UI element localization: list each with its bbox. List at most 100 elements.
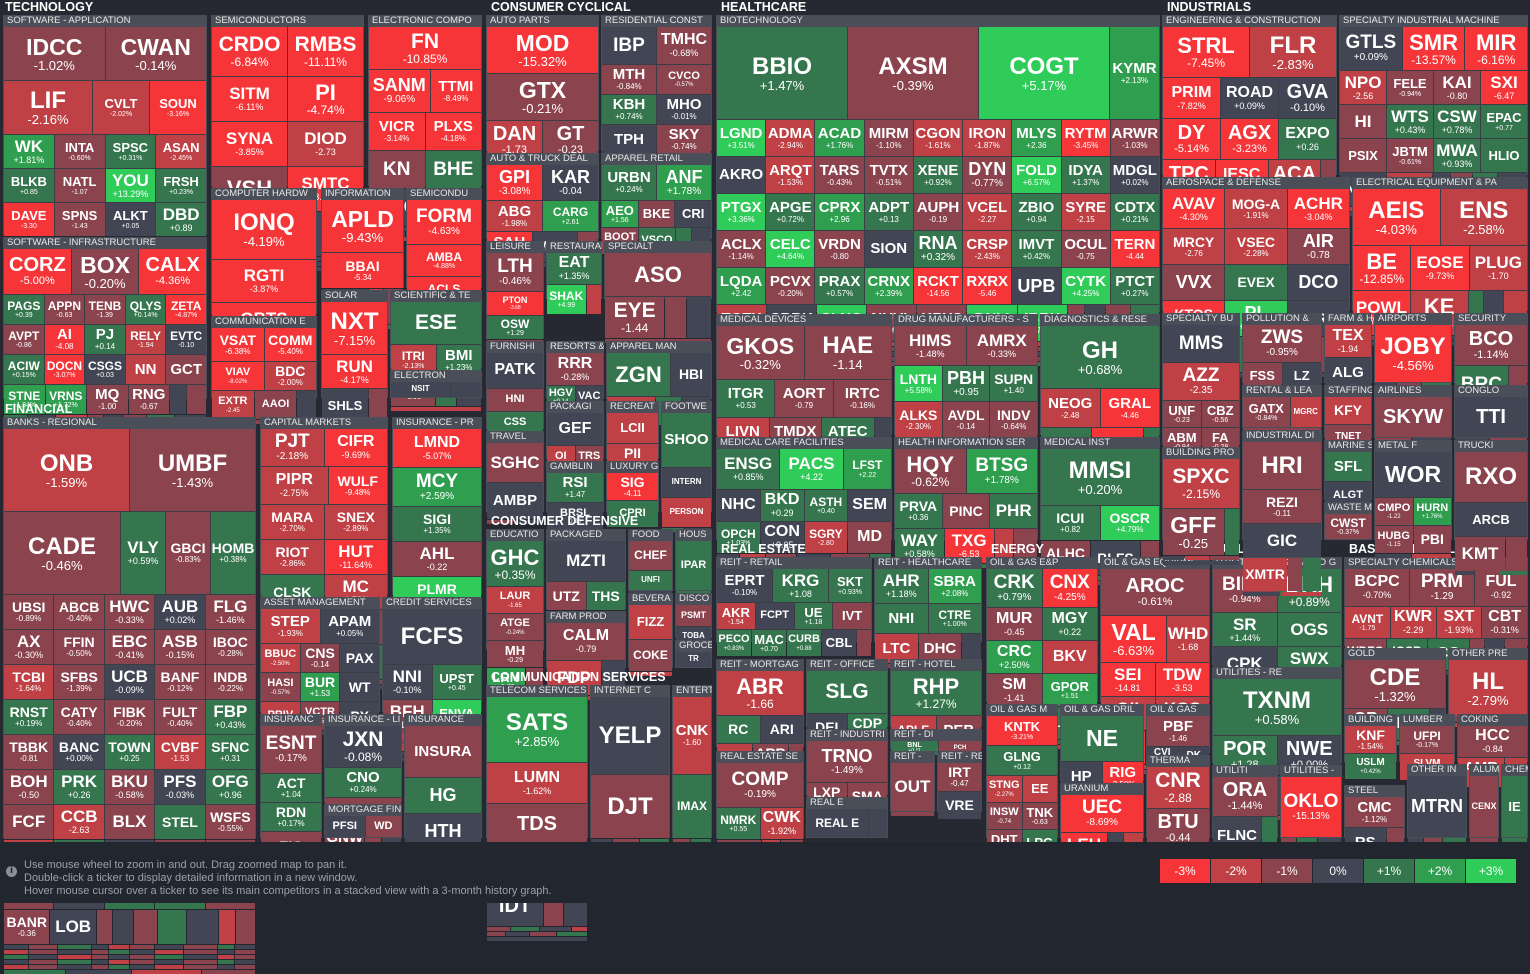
- ticker-tile[interactable]: AROC -0.61%: [1101, 569, 1209, 615]
- ticker-tile[interactable]: PFSI: [325, 816, 365, 837]
- small-ticker-tile[interactable]: [1443, 838, 1467, 842]
- ticker-tile[interactable]: TDW -3.53: [1155, 663, 1209, 696]
- small-ticker-tile[interactable]: [487, 520, 513, 524]
- ticker-tile[interactable]: AHR +1.18%: [875, 569, 928, 603]
- ticker-tile[interactable]: MCY +2.59%: [393, 468, 481, 506]
- small-ticker-tile[interactable]: [155, 945, 184, 949]
- small-ticker-tile[interactable]: [4, 965, 29, 969]
- small-ticker-tile[interactable]: [4, 945, 29, 949]
- ticker-tile[interactable]: GHC +0.35%: [487, 541, 543, 586]
- small-ticker-tile[interactable]: [1163, 556, 1184, 560]
- ticker-tile[interactable]: HG: [405, 778, 481, 813]
- ticker-tile[interactable]: PTGX +3.36%: [717, 194, 766, 230]
- ticker-tile[interactable]: IPAR: [676, 541, 711, 590]
- ticker-tile[interactable]: APPN -0.63: [44, 295, 85, 324]
- ticker-tile[interactable]: ZBIO +0.94: [1012, 194, 1061, 230]
- small-ticker-tile[interactable]: [1455, 571, 1475, 575]
- small-ticker-tile[interactable]: [4, 960, 29, 964]
- ticker-tile[interactable]: IRT -0.47: [938, 763, 981, 791]
- small-ticker-tile[interactable]: [219, 910, 235, 944]
- ticker-tile[interactable]: IDYA +1.37%: [1061, 157, 1110, 193]
- ticker-tile[interactable]: PLUG -1.70: [1469, 246, 1527, 290]
- ticker-tile[interactable]: SANM -9.06%: [369, 70, 430, 112]
- ticker-tile[interactable]: CMC -1.12%: [1345, 797, 1404, 827]
- ticker-tile[interactable]: FCFS: [383, 609, 481, 664]
- ticker-tile[interactable]: SKY -0.74%: [657, 125, 711, 154]
- small-ticker-tile[interactable]: [58, 955, 91, 959]
- small-ticker-tile[interactable]: [1423, 838, 1443, 842]
- ticker-tile[interactable]: GRAL -4.46: [1100, 389, 1159, 427]
- ticker-tile[interactable]: TDS: [487, 804, 587, 844]
- ticker-tile[interactable]: JOBY -4.56%: [1375, 325, 1451, 382]
- small-ticker-tile[interactable]: [234, 960, 256, 964]
- ticker-tile[interactable]: ASB -0.15%: [155, 630, 205, 664]
- ticker-tile[interactable]: LAUR -1.65: [487, 587, 543, 613]
- ticker-tile[interactable]: APAM +0.05%: [320, 609, 379, 643]
- ticker-tile[interactable]: WHD -1.68: [1167, 616, 1209, 662]
- ticker-tile[interactable]: EXTR -2.45: [212, 391, 254, 419]
- ticker-tile[interactable]: FULT -0.40%: [155, 700, 205, 734]
- ticker-tile[interactable]: PECO +0.83%: [717, 630, 751, 656]
- ticker-tile[interactable]: APGE +0.72%: [766, 194, 815, 230]
- ticker-tile[interactable]: PLXS -4.18%: [425, 113, 481, 150]
- ticker-tile[interactable]: PRM -1.29: [1410, 569, 1474, 606]
- ticker-tile[interactable]: LMND -5.07%: [393, 429, 481, 467]
- ticker-tile[interactable]: RYTM -3.45%: [1061, 120, 1110, 156]
- ticker-tile[interactable]: PAX: [340, 644, 380, 672]
- ticker-tile[interactable]: BBIO +1.47%: [717, 27, 847, 119]
- small-ticker-tile[interactable]: [235, 910, 255, 944]
- ticker-tile[interactable]: CYTK +4.25%: [1061, 268, 1110, 304]
- small-ticker-tile[interactable]: [739, 554, 765, 558]
- small-ticker-tile[interactable]: [58, 960, 91, 964]
- ticker-tile[interactable]: PERSON: [662, 498, 711, 527]
- ticker-tile[interactable]: ABG -1.98%: [487, 201, 542, 231]
- ticker-tile[interactable]: BHE: [425, 151, 481, 188]
- ticker-tile[interactable]: CWK -1.92%: [760, 808, 803, 839]
- ticker-tile[interactable]: PHR: [990, 494, 1038, 528]
- small-ticker-tile[interactable]: [994, 529, 1014, 563]
- ticker-tile[interactable]: FFIN -0.50%: [54, 630, 104, 664]
- ticker-tile[interactable]: LCII: [607, 413, 658, 443]
- small-ticker-tile[interactable]: [108, 950, 130, 954]
- ticker-tile[interactable]: OSCR +4.79%: [1100, 506, 1159, 540]
- ticker-tile[interactable]: STEP -1.93%: [261, 609, 320, 643]
- ticker-tile[interactable]: XENE +0.92%: [913, 157, 963, 193]
- ticker-tile[interactable]: ABCB -0.40%: [54, 595, 104, 629]
- ticker-tile[interactable]: HBI: [671, 353, 711, 396]
- ticker-tile[interactable]: CMPO -1.22: [1375, 498, 1413, 525]
- ticker-tile[interactable]: UNFI: [629, 571, 672, 590]
- ticker-tile[interactable]: TXNM +0.58%: [1213, 679, 1341, 735]
- ticker-tile[interactable]: UE +1.18: [794, 603, 833, 629]
- ticker-tile[interactable]: ARQT -1.53%: [766, 157, 815, 193]
- small-ticker-tile[interactable]: [1163, 561, 1239, 565]
- ticker-tile[interactable]: BBUC -2.50%: [261, 644, 300, 672]
- ticker-tile[interactable]: EYE -1.44: [605, 297, 665, 338]
- ticker-tile[interactable]: CIFR -9.69%: [324, 429, 387, 466]
- small-ticker-tile[interactable]: [58, 950, 91, 954]
- small-ticker-tile[interactable]: [91, 960, 108, 964]
- ticker-tile[interactable]: LTC: [875, 634, 918, 663]
- ticker-tile[interactable]: AGX -3.23%: [1221, 119, 1278, 159]
- small-ticker-tile[interactable]: [539, 927, 571, 931]
- ticker-tile[interactable]: UCB -0.09%: [104, 665, 155, 699]
- ticker-tile[interactable]: OGS: [1277, 613, 1341, 646]
- small-ticker-tile[interactable]: [391, 407, 481, 411]
- ticker-tile[interactable]: GATX -0.84%: [1243, 397, 1290, 427]
- small-ticker-tile[interactable]: [4, 955, 29, 959]
- ticker-tile[interactable]: AMBA -4.88%: [407, 245, 481, 276]
- ticker-tile[interactable]: AVPT -0.86: [4, 325, 44, 354]
- small-ticker-tile[interactable]: [184, 950, 217, 954]
- ticker-tile[interactable]: DJT: [591, 775, 669, 838]
- ticker-tile[interactable]: SMR -13.57%: [1402, 27, 1465, 70]
- small-ticker-tile[interactable]: [217, 960, 234, 964]
- ticker-tile[interactable]: TPH: [602, 125, 656, 154]
- ticker-tile[interactable]: NPO -2.56: [1340, 71, 1386, 104]
- ticker-tile[interactable]: RRR -0.28%: [547, 353, 603, 385]
- ticker-tile[interactable]: CNO +0.24%: [325, 768, 401, 797]
- ticker-tile[interactable]: IBP: [602, 27, 656, 64]
- small-ticker-tile[interactable]: [4, 970, 65, 974]
- ticker-tile[interactable]: CNS -0.14: [300, 644, 340, 672]
- ticker-tile[interactable]: MOD -15.32%: [487, 27, 598, 73]
- ticker-tile[interactable]: RNA +0.32%: [913, 231, 963, 267]
